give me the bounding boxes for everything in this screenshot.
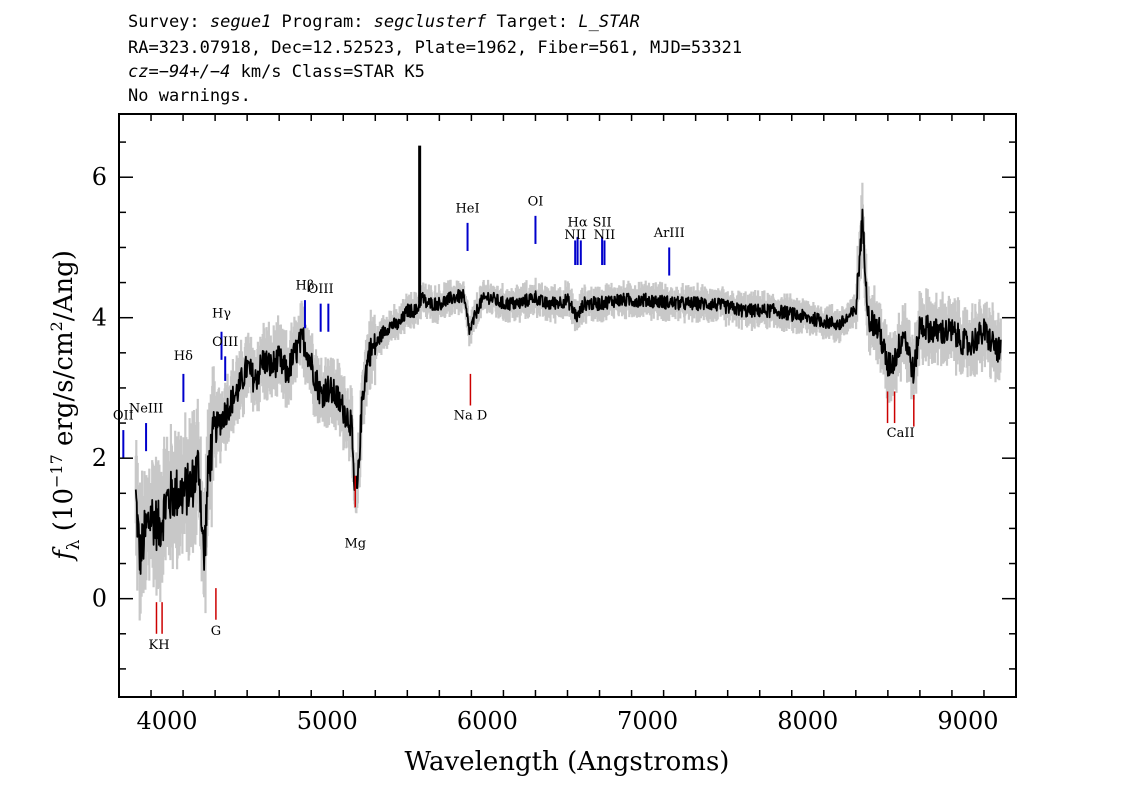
header-line-4: No warnings. <box>128 86 251 106</box>
emission-line-label: OIII <box>308 282 334 297</box>
spectrum-line <box>134 208 1002 575</box>
emission-line-label: Hβ <box>296 279 315 294</box>
survey-label: Survey: <box>128 12 210 32</box>
emission-line-label: ArIII <box>653 226 685 241</box>
target-label: Target: <box>486 12 579 32</box>
x-axis-title: Wavelength (Angstroms) <box>405 747 730 777</box>
absorption-line-label: Mg <box>344 536 366 551</box>
program-label: Program: <box>271 12 374 32</box>
emission-line-label: HeI <box>455 201 479 216</box>
axes: 4000 5000 6000 7000 8000 9000 0 2 4 6 <box>92 114 1017 735</box>
emission-line-label: NeIII <box>129 402 163 417</box>
y-tick-label: 6 <box>92 163 107 191</box>
program-value: segclusterf <box>373 12 487 32</box>
y-axis-mid: erg/s/cm <box>49 331 79 454</box>
y-axis-sub: λ <box>64 539 84 550</box>
x-tick-label: 4000 <box>137 707 198 735</box>
emission-line-label: OI <box>528 194 544 209</box>
y-axis-pre: (10 <box>49 488 79 540</box>
x-tick-label: 5000 <box>297 707 358 735</box>
class-text: km/s Class=STAR K5 <box>230 62 425 82</box>
error-bars <box>134 182 1002 621</box>
x-tick-label: 7000 <box>617 707 678 735</box>
emission-line-label: SII <box>593 215 612 230</box>
absorption-line-label: G <box>211 624 221 639</box>
emission-line-label: OIII <box>212 335 238 350</box>
y-tick-label: 4 <box>92 304 107 332</box>
y-axis-exp2: 2 <box>47 321 66 331</box>
emission-line-label: NII <box>564 228 586 243</box>
survey-value: segue1 <box>209 12 272 32</box>
emission-line-label: Hα <box>568 215 588 230</box>
redshift-value: cz=−94+/−4 <box>128 62 231 82</box>
y-axis-title: fλ (10−17 erg/s/cm2/Ang) <box>47 250 84 562</box>
error-band <box>134 182 1002 621</box>
absorption-line-label: Na D <box>454 409 488 424</box>
y-tick-label: 0 <box>92 585 107 613</box>
absorption-line-label: CaII <box>887 426 915 441</box>
target-value: L_STAR <box>578 12 640 32</box>
header-line-2: RA=323.07918, Dec=12.52523, Plate=1962, … <box>128 38 743 58</box>
y-axis-exp: −17 <box>47 454 66 488</box>
header-line-1: Survey: segue1 Program: segclusterf Targ… <box>128 10 640 34</box>
emission-line-label: Hγ <box>212 307 231 322</box>
line-markers <box>122 215 915 634</box>
header-line-3: cz=−94+/−4 km/s Class=STAR K5 <box>128 60 425 84</box>
absorption-line-label: KH <box>149 638 170 653</box>
y-axis-post: /Ang) <box>49 250 79 321</box>
x-tick-label: 8000 <box>777 707 838 735</box>
y-tick-label: 2 <box>92 444 107 472</box>
x-tick-label: 6000 <box>457 707 518 735</box>
emission-line-label: Hδ <box>174 349 193 364</box>
emission-line-label: NII <box>594 228 616 243</box>
spectrum-series <box>134 145 1002 575</box>
x-tick-label: 9000 <box>937 707 998 735</box>
